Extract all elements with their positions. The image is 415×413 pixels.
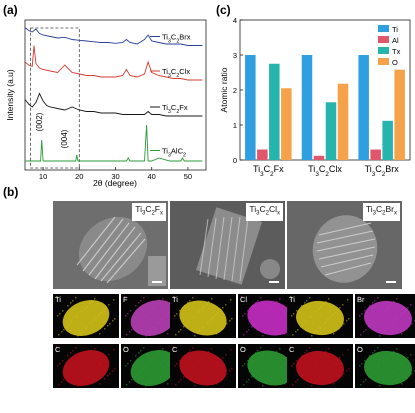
bar-mark <box>358 55 369 160</box>
xrd-x-tick-label: 20 <box>75 172 83 181</box>
xrd-chart: 10 20 30 40 50 Ti3C2Brx Ti3C2Clx Ti3C2Fx Ti3AlC… <box>5 19 207 188</box>
xrd-x-axis-label: 2θ (degree) <box>93 178 137 188</box>
bar-mark <box>245 55 256 160</box>
bar-legend-swatch <box>378 25 389 32</box>
bar-y-tick-label: 1 <box>233 121 237 130</box>
eds-map-label: C <box>289 345 295 354</box>
eds-map-label: F <box>123 295 128 304</box>
eds-map-label: Cl <box>240 295 248 304</box>
sem-label-clx: Ti3C2Clx <box>246 203 283 221</box>
eds-map-label: O <box>357 345 363 354</box>
bar-y-tick-label: 0 <box>233 156 237 165</box>
eds-map-o: O <box>355 344 415 388</box>
xrd-zoom-box <box>30 27 80 169</box>
bar-mark <box>382 120 393 160</box>
xrd-legend-label: Ti3C2Clx <box>162 67 190 79</box>
xrd-annotation-002: (002) <box>35 112 44 131</box>
eds-map-label: Br <box>357 295 365 304</box>
panel-label-b: (b) <box>3 185 18 199</box>
eds-map-label: C <box>55 345 61 354</box>
sem-image-clx: Ti3C2Clx <box>170 201 285 289</box>
bar-mark <box>281 88 292 160</box>
bar-mark <box>269 63 280 160</box>
xrd-x-tick-label: 40 <box>148 172 156 181</box>
bar-y-tick-label: 2 <box>233 86 237 95</box>
sem-micrograph-brx <box>287 201 402 289</box>
xrd-legend-label: Ti3AlC2 <box>162 147 186 159</box>
bar-mark <box>257 149 268 160</box>
panel-label-a: (a) <box>3 3 18 17</box>
eds-map-c: C <box>53 344 119 388</box>
xrd-y-axis-label: Intensity (a.u) <box>5 69 15 121</box>
xrd-series-line <box>24 27 203 46</box>
bar-mark <box>301 55 313 160</box>
eds-map-c: C <box>287 344 353 388</box>
scale-bar <box>386 281 396 283</box>
eds-map-label: C <box>172 345 178 354</box>
bar-category-label: Ti3C2Clx <box>308 164 342 178</box>
eds-map-ti: Ti <box>53 294 119 338</box>
xrd-series-line <box>24 92 203 117</box>
sem-image-brx: Ti3C2Brx <box>287 201 402 289</box>
bar-legend-label: Ti <box>392 25 398 34</box>
scale-bar <box>269 281 279 283</box>
bar-legend-label: Al <box>392 36 399 45</box>
xrd-legend-label: Ti3C2Fx <box>162 103 188 115</box>
bar-category-label: Ti3C2Fx <box>253 164 284 178</box>
bar-legend-swatch <box>378 47 389 54</box>
panel-label-c: (c) <box>216 3 231 17</box>
eds-map-label: Ti <box>55 295 61 304</box>
bar-legend-label: O <box>392 58 398 67</box>
eds-map-ti: Ti <box>170 294 236 338</box>
bar-mark <box>394 69 405 160</box>
xrd-series-line <box>25 124 203 162</box>
bar-mark <box>313 155 325 160</box>
bar-legend-swatch <box>378 36 389 43</box>
eds-map-label: O <box>240 345 246 354</box>
sem-label-brx: Ti3C2Brx <box>362 203 400 221</box>
xrd-annotation-004: (004) <box>60 129 69 148</box>
eds-map-c: C <box>170 344 236 388</box>
bar-y-axis-label: Atomic ratio <box>219 67 229 112</box>
xrd-x-tick-label: 50 <box>184 172 192 181</box>
bar-mark <box>337 83 349 160</box>
xrd-x-tick-label: 10 <box>39 172 47 181</box>
sem-label-fx: Ti3C2Fx <box>132 203 166 221</box>
bar-mark <box>370 149 381 160</box>
eds-map-br: Br <box>355 294 415 338</box>
eds-map-ti: Ti <box>287 294 353 338</box>
scale-bar <box>152 281 162 283</box>
xrd-x-tick-label: 30 <box>111 172 119 181</box>
xrd-series-line <box>24 45 203 81</box>
bar-category-label: Ti3C2Brx <box>365 164 400 178</box>
sem-image-fx: Ti3C2Fx <box>53 201 168 289</box>
bar-legend-label: Tx <box>392 47 401 56</box>
atomic-ratio-chart: 0 1 2 3 4 Ti Al Tx O Ti3C2Fx Ti3C2Clx Ti3C2Brx At… <box>219 16 411 178</box>
bar-mark <box>325 102 337 160</box>
bar-y-tick-label: 3 <box>233 51 237 60</box>
bar-y-tick-label: 4 <box>233 16 237 25</box>
bar-legend-swatch <box>378 58 389 65</box>
eds-map-label: O <box>123 345 129 354</box>
eds-map-label: Ti <box>172 295 178 304</box>
eds-map-label: Ti <box>289 295 295 304</box>
xrd-legend-label: Ti3C2Brx <box>162 33 191 45</box>
